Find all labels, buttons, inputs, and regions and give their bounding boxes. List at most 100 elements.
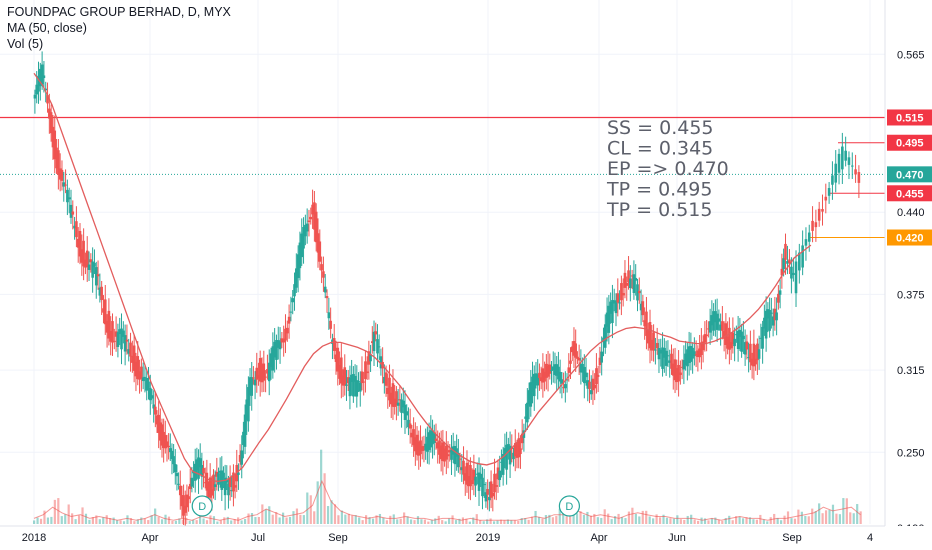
candle-body bbox=[507, 444, 510, 453]
candle bbox=[764, 296, 768, 352]
candle bbox=[389, 386, 393, 419]
candle-body bbox=[417, 441, 421, 456]
candle bbox=[185, 484, 189, 516]
candle bbox=[167, 433, 170, 460]
candle-body bbox=[534, 373, 538, 383]
candle bbox=[508, 431, 512, 478]
candle bbox=[295, 253, 298, 293]
candle bbox=[424, 428, 427, 460]
volume-bar bbox=[368, 517, 371, 524]
candle bbox=[202, 460, 205, 488]
candle bbox=[71, 200, 75, 230]
volume-bar bbox=[558, 508, 561, 524]
candle bbox=[345, 369, 348, 401]
candle-body bbox=[426, 436, 429, 452]
candle-body bbox=[494, 485, 498, 487]
candle-body bbox=[58, 168, 62, 180]
candle-body bbox=[446, 454, 450, 457]
candle bbox=[280, 332, 284, 349]
candle-body bbox=[611, 299, 614, 324]
candle bbox=[719, 313, 722, 346]
volume-indicator-label[interactable]: Vol (5) bbox=[7, 37, 44, 51]
volume-bar bbox=[617, 513, 620, 524]
volume-bar bbox=[676, 515, 679, 524]
candle bbox=[364, 351, 367, 393]
volume-bar bbox=[98, 519, 101, 524]
candle-body bbox=[634, 277, 637, 281]
candle-body bbox=[238, 454, 242, 462]
candle-body bbox=[794, 261, 798, 294]
candle bbox=[817, 201, 821, 227]
volume-bar bbox=[596, 517, 599, 524]
volume-bar bbox=[828, 509, 831, 524]
volume-bar bbox=[268, 506, 271, 524]
candle bbox=[757, 335, 761, 370]
candle-body bbox=[289, 311, 293, 313]
volume-bar bbox=[655, 514, 658, 524]
candle-body bbox=[671, 363, 675, 376]
volume-bar bbox=[185, 517, 188, 524]
volume-bar bbox=[506, 519, 509, 524]
candle-body bbox=[296, 254, 300, 278]
candle bbox=[618, 290, 621, 310]
candle bbox=[677, 350, 680, 397]
volume-bar bbox=[212, 516, 216, 524]
candle-body bbox=[334, 354, 338, 362]
symbol-title[interactable]: FOUNDPAC GROUP BERHAD, D, MYX bbox=[7, 5, 231, 19]
candle bbox=[332, 324, 336, 360]
candle-body bbox=[675, 368, 679, 383]
candle bbox=[100, 280, 103, 316]
candle bbox=[255, 352, 259, 393]
candle bbox=[273, 328, 276, 373]
ma-indicator-label[interactable]: MA (50, close) bbox=[7, 21, 87, 35]
candle bbox=[240, 435, 244, 479]
candle bbox=[372, 320, 376, 367]
volume-bar bbox=[91, 517, 94, 524]
candle-body bbox=[407, 419, 410, 428]
candle bbox=[445, 431, 448, 475]
candle bbox=[659, 338, 663, 367]
price-axis[interactable]: 0.5650.4400.3750.3150.2500.1900.5150.495… bbox=[884, 0, 932, 535]
candle bbox=[768, 297, 771, 338]
candle bbox=[534, 361, 538, 389]
volume-bar bbox=[292, 511, 295, 524]
candle bbox=[162, 418, 165, 463]
volume-bar bbox=[257, 517, 260, 524]
volume-bar bbox=[614, 516, 617, 524]
candle bbox=[412, 417, 415, 457]
candle-body bbox=[673, 359, 677, 381]
volume-bar bbox=[219, 520, 222, 524]
candle bbox=[821, 194, 824, 226]
candle-body bbox=[258, 358, 262, 382]
candle-body bbox=[114, 331, 118, 337]
candle-body bbox=[173, 464, 177, 473]
candle-body bbox=[305, 223, 309, 232]
candle-body bbox=[526, 402, 529, 423]
volume-bar bbox=[39, 518, 43, 524]
candle bbox=[679, 360, 682, 385]
candle bbox=[93, 249, 96, 275]
volume-bar bbox=[797, 509, 800, 524]
candle bbox=[408, 408, 412, 444]
candle bbox=[479, 464, 483, 488]
candle bbox=[457, 438, 460, 473]
candle-body bbox=[750, 358, 754, 366]
candle bbox=[182, 484, 185, 525]
candle-body bbox=[372, 331, 376, 352]
time-axis[interactable]: 2018 Apr Jul Sep 2019 Apr Jun Sep 4 bbox=[0, 525, 932, 550]
candle bbox=[574, 329, 577, 372]
candle-body bbox=[287, 316, 291, 324]
volume-bar bbox=[167, 516, 171, 524]
candle-body bbox=[322, 271, 325, 278]
volume-bar bbox=[140, 517, 143, 524]
candle-body bbox=[75, 221, 78, 238]
candle bbox=[245, 384, 249, 435]
candle-body bbox=[379, 356, 383, 369]
candle-body bbox=[450, 449, 453, 460]
candle bbox=[450, 435, 453, 475]
candle bbox=[80, 234, 84, 276]
price-label-tag: 0.420 bbox=[887, 229, 932, 246]
candle bbox=[177, 472, 180, 490]
candle-body bbox=[358, 382, 362, 392]
